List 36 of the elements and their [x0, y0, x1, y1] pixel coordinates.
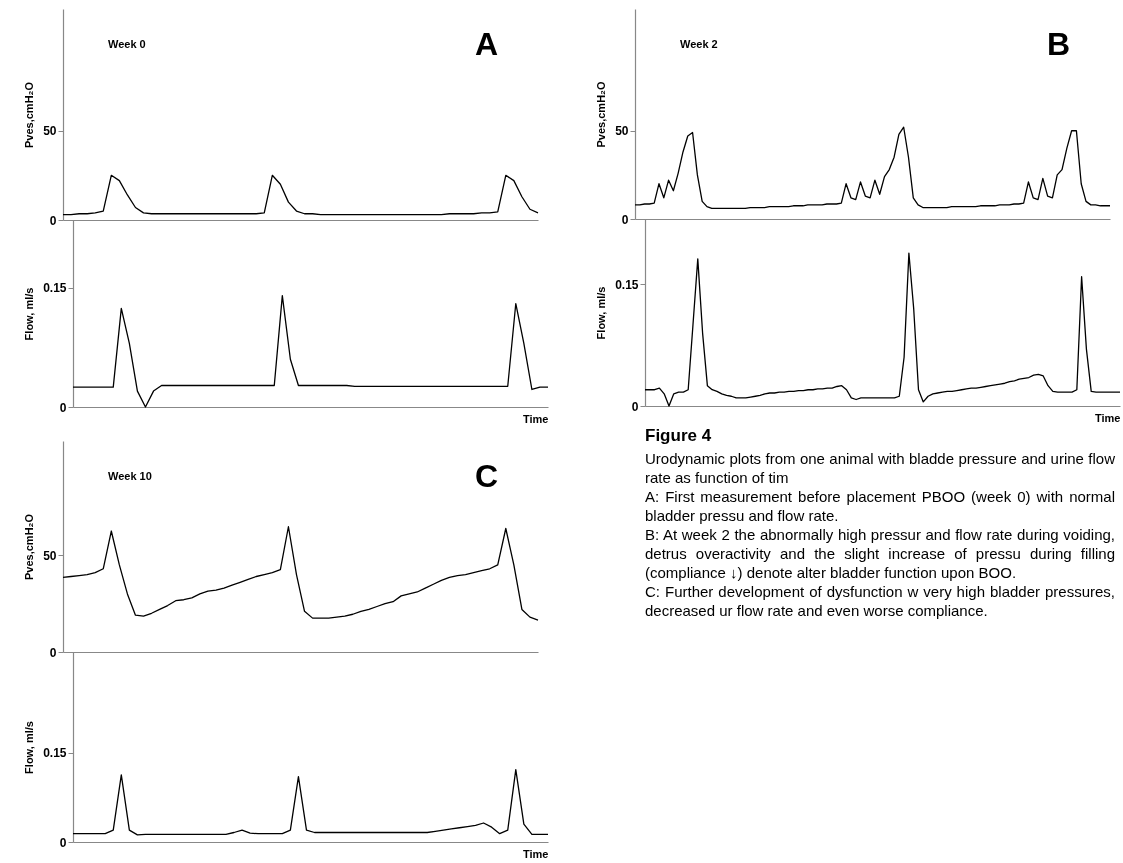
line-series [634, 126, 1111, 210]
y-axis-title: Pves,cmH₂O [23, 81, 36, 149]
text: A: First measurement before placement PBOO (week 0) with normal bladder pressu and flow rate. [645, 487, 1115, 525]
text: Week 2 [680, 38, 718, 50]
annotation: B [1046, 26, 1070, 62]
text: Figure 4 [645, 426, 713, 445]
text: C: Further development of dysfunction w very high bladder pressures, decreased ur flow rate and even worse compliance. [645, 582, 1115, 620]
y-axis-title: Flow, ml/s [595, 286, 608, 340]
y-tick-label: 0.15 [43, 746, 67, 761]
y-tick-label: 0 [49, 645, 57, 660]
text: Urodynamic plots from one animal with bladde pressure and urine flow rate as function of tim [645, 449, 1115, 487]
x-axis-title: Time [523, 412, 549, 425]
annotation: A [474, 26, 498, 62]
y-tick-label: 50 [43, 124, 57, 139]
y-tick-label: 50 [615, 124, 629, 139]
text: B: At week 2 the abnormally high pressur and flow rate during voiding, detrus overactivity and the slight increase of pressu during filling (compliance ↓) denote alter bladder function upon BOO. [645, 525, 1115, 582]
line-series [62, 526, 539, 621]
text: Week 10 [108, 470, 152, 482]
y-tick-label: 0 [49, 213, 57, 228]
y-tick-label: 0 [59, 400, 67, 415]
x-axis-title: Time [523, 847, 549, 860]
y-axis-title: Pves,cmH₂O [23, 513, 36, 581]
y-tick-label: 0.15 [43, 281, 67, 296]
y-tick-label: 0.15 [615, 277, 639, 292]
y-tick-label: 0 [621, 212, 629, 227]
line-series [72, 768, 549, 836]
y-axis-title: Flow, ml/s [23, 287, 36, 341]
y-tick-label: 0 [631, 399, 639, 414]
y-axis-title: Flow, ml/s [23, 721, 36, 774]
y-axis-title: Pves,cmH₂O [595, 81, 608, 148]
y-tick-label: 50 [43, 548, 57, 563]
annotation: C [474, 458, 498, 494]
y-tick-label: 0 [59, 835, 67, 850]
line-series [62, 174, 539, 216]
text: Week 0 [108, 38, 146, 50]
x-axis-title: Time [1095, 411, 1121, 424]
